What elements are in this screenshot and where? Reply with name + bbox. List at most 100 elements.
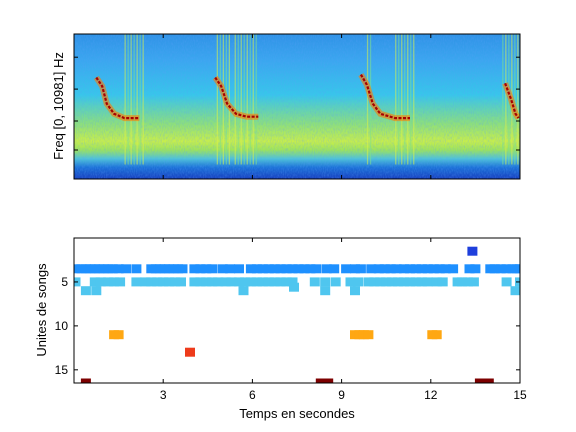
unit-marker xyxy=(140,277,151,287)
spectrogram-band-line xyxy=(395,34,397,165)
unit-marker xyxy=(464,264,475,274)
unit-marker xyxy=(103,277,114,287)
spectrogram-band-line xyxy=(139,34,141,165)
spectrogram-band-line xyxy=(216,34,218,165)
unit-marker xyxy=(113,330,124,340)
units-x-tick-label: 12 xyxy=(424,388,438,402)
unit-marker xyxy=(281,264,292,274)
unit-marker xyxy=(287,264,298,274)
unit-marker xyxy=(195,264,206,274)
unit-marker xyxy=(387,277,398,287)
spectrogram-band-line xyxy=(255,34,257,165)
spectrogram-ridges xyxy=(93,73,520,122)
unit-marker xyxy=(501,277,512,287)
units-axes-background xyxy=(74,238,520,383)
unit-marker xyxy=(330,277,341,287)
unit-marker xyxy=(263,264,274,274)
unit-marker xyxy=(146,277,157,287)
spectrogram-band-line xyxy=(130,34,132,165)
units-x-tick-label: 6 xyxy=(249,388,256,402)
unit-marker xyxy=(234,264,244,274)
unit-marker xyxy=(95,277,106,287)
units-x-tick-label: 3 xyxy=(160,388,167,402)
unit-marker xyxy=(177,264,188,274)
unit-marker xyxy=(463,277,473,287)
spectrogram-band-line xyxy=(240,34,242,165)
spectrogram-band-line xyxy=(246,34,248,165)
unit-marker xyxy=(320,277,331,287)
unit-marker xyxy=(80,378,91,383)
unit-marker xyxy=(80,286,91,296)
unit-marker xyxy=(495,264,506,274)
unit-marker xyxy=(245,277,256,287)
unit-marker xyxy=(201,277,212,287)
unit-marker xyxy=(457,277,467,287)
spectrogram-band-line xyxy=(366,34,369,165)
unit-marker xyxy=(121,264,131,274)
unit-marker xyxy=(107,264,118,274)
units-ticks: 3 6 9 12 15 5 10 15 xyxy=(55,238,527,402)
spectrogram-band-line xyxy=(401,34,403,165)
unit-marker xyxy=(152,277,163,287)
unit-marker xyxy=(489,264,500,274)
unit-marker xyxy=(238,286,249,296)
units-y-axis-label: Unites de songs xyxy=(34,263,49,357)
units-panel: 3 6 9 12 15 5 10 15 Temps en secondes Unites de… xyxy=(34,237,527,421)
spectrogram-panel: Freq [0, 10981] Hz xyxy=(51,33,521,180)
unit-marker xyxy=(251,277,262,287)
unit-marker xyxy=(309,277,320,287)
units-x-tick-label: 15 xyxy=(513,388,527,402)
unit-marker xyxy=(189,277,200,287)
unit-marker xyxy=(293,264,304,274)
unit-marker xyxy=(399,264,409,274)
unit-marker xyxy=(381,277,392,287)
spectrogram-band-line xyxy=(249,34,251,165)
unit-marker xyxy=(405,264,415,274)
unit-marker xyxy=(275,277,286,287)
unit-marker xyxy=(170,277,181,287)
spectrogram-band-line xyxy=(136,34,138,165)
units-axes-frame xyxy=(73,237,521,384)
spectrogram-band-line xyxy=(410,34,412,165)
spectrogram-noise-texture xyxy=(74,34,520,179)
unit-marker xyxy=(131,277,142,287)
unit-marker xyxy=(305,264,316,274)
unit-marker xyxy=(207,277,218,287)
unit-marker xyxy=(353,277,363,287)
spectrogram-band-line xyxy=(407,34,409,165)
spectrogram-band-line xyxy=(514,34,516,165)
unit-marker xyxy=(195,277,206,287)
unit-marker xyxy=(350,286,360,296)
unit-marker xyxy=(164,277,175,287)
spectrogram-band-line xyxy=(219,34,221,165)
unit-marker xyxy=(329,264,340,274)
unit-marker xyxy=(515,264,520,274)
unit-marker xyxy=(275,264,286,274)
unit-marker xyxy=(363,330,374,340)
unit-marker xyxy=(468,277,479,287)
unit-marker xyxy=(115,277,126,287)
unit-marker xyxy=(220,277,231,287)
spectrogram-band-line xyxy=(237,34,239,165)
unit-marker xyxy=(269,277,280,287)
units-y-tick-label: 15 xyxy=(55,363,69,377)
unit-marker xyxy=(375,277,386,287)
spectrogram-ticks xyxy=(74,34,521,179)
unit-marker xyxy=(373,264,384,274)
unit-marker xyxy=(113,264,124,274)
unit-marker xyxy=(448,264,459,274)
spectrogram-band-line xyxy=(505,34,507,165)
unit-marker xyxy=(470,264,481,274)
unit-marker xyxy=(431,277,442,287)
unit-marker xyxy=(366,264,377,274)
spectrogram-band-line xyxy=(413,34,415,165)
unit-marker xyxy=(257,277,268,287)
unit-marker xyxy=(213,277,224,287)
unit-marker xyxy=(217,264,228,274)
unit-marker xyxy=(501,264,512,274)
unit-marker xyxy=(393,277,404,287)
spectrogram-band-line xyxy=(398,34,400,165)
units-y-tick-label: 10 xyxy=(55,319,69,333)
unit-marker xyxy=(299,264,310,274)
